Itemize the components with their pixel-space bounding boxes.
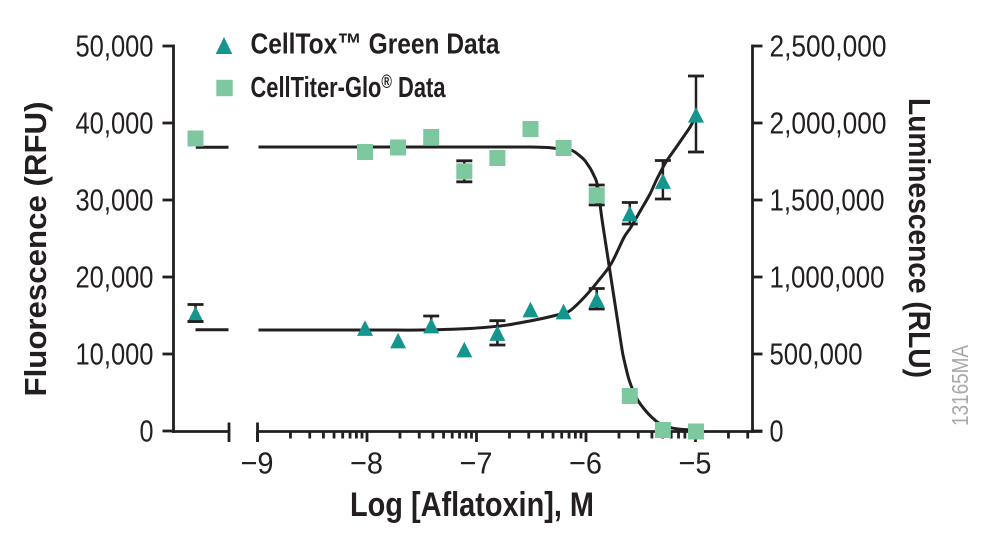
svg-text:−6: −6 <box>569 446 602 481</box>
svg-text:−9: −9 <box>241 446 274 481</box>
svg-text:500,000: 500,000 <box>770 336 863 371</box>
svg-text:10,000: 10,000 <box>76 336 154 371</box>
svg-text:1,500,000: 1,500,000 <box>770 182 885 217</box>
svg-text:20,000: 20,000 <box>76 259 154 294</box>
svg-text:2,500,000: 2,500,000 <box>770 28 887 63</box>
svg-text:30,000: 30,000 <box>76 182 154 217</box>
svg-text:CellTox™ Green Data: CellTox™ Green Data <box>251 29 501 61</box>
svg-text:CellTiter-Glo® Data: CellTiter-Glo® Data <box>251 72 447 104</box>
svg-text:13165MA: 13165MA <box>947 344 973 426</box>
svg-text:50,000: 50,000 <box>76 28 154 63</box>
svg-text:0: 0 <box>140 413 154 448</box>
svg-text:−8: −8 <box>350 446 383 481</box>
svg-text:Log [Aflatoxin], M: Log [Aflatoxin], M <box>350 486 594 524</box>
svg-text:−7: −7 <box>460 446 493 481</box>
svg-text:Fluorescence (RFU): Fluorescence (RFU) <box>18 101 53 396</box>
svg-text:Luminescence (RLU): Luminescence (RLU) <box>902 98 937 378</box>
svg-text:1,000,000: 1,000,000 <box>770 259 885 294</box>
svg-text:2,000,000: 2,000,000 <box>770 105 887 140</box>
svg-text:0: 0 <box>770 413 784 448</box>
svg-text:−5: −5 <box>679 446 712 481</box>
svg-text:40,000: 40,000 <box>76 105 154 140</box>
